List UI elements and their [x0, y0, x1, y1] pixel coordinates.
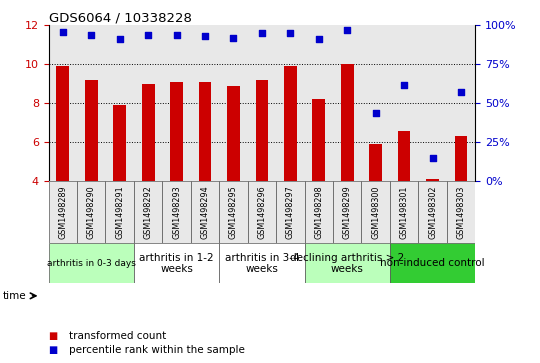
- Bar: [219, 25, 248, 181]
- Bar: [418, 25, 447, 181]
- Bar: [85, 80, 98, 181]
- Bar: [341, 64, 354, 181]
- Text: percentile rank within the sample: percentile rank within the sample: [69, 345, 245, 355]
- Bar: [390, 181, 418, 244]
- Bar: [390, 25, 418, 181]
- Text: GSM1498296: GSM1498296: [258, 185, 266, 239]
- Point: [172, 32, 181, 38]
- Bar: [49, 25, 77, 181]
- Bar: [333, 25, 361, 181]
- Bar: [163, 181, 191, 244]
- Text: GDS6064 / 10338228: GDS6064 / 10338228: [49, 11, 192, 24]
- Text: GSM1498300: GSM1498300: [371, 185, 380, 239]
- Bar: [219, 244, 305, 283]
- Bar: [305, 25, 333, 181]
- Bar: [276, 25, 305, 181]
- Text: arthritis in 0-3 days: arthritis in 0-3 days: [47, 259, 136, 268]
- Text: GSM1498292: GSM1498292: [144, 185, 153, 239]
- Point: [400, 82, 408, 87]
- Point: [343, 27, 352, 33]
- Text: GSM1498299: GSM1498299: [343, 185, 352, 239]
- Point: [58, 29, 67, 34]
- Point: [144, 32, 152, 38]
- Text: non-induced control: non-induced control: [380, 258, 485, 268]
- Point: [87, 32, 96, 38]
- Text: time: time: [3, 291, 26, 301]
- Bar: [312, 99, 325, 181]
- Bar: [49, 244, 134, 283]
- Bar: [191, 181, 219, 244]
- Text: GSM1498298: GSM1498298: [314, 185, 323, 239]
- Text: GSM1498294: GSM1498294: [200, 185, 210, 239]
- Bar: [77, 181, 105, 244]
- Bar: [227, 86, 240, 181]
- Bar: [105, 25, 134, 181]
- Bar: [369, 144, 382, 181]
- Point: [201, 33, 210, 39]
- Text: arthritis in 3-4
weeks: arthritis in 3-4 weeks: [225, 253, 299, 274]
- Text: GSM1498291: GSM1498291: [115, 185, 124, 239]
- Text: arthritis in 1-2
weeks: arthritis in 1-2 weeks: [139, 253, 214, 274]
- Bar: [284, 66, 297, 181]
- Bar: [447, 25, 475, 181]
- Text: declining arthritis > 2
weeks: declining arthritis > 2 weeks: [290, 253, 404, 274]
- Bar: [397, 131, 410, 181]
- Bar: [199, 82, 212, 181]
- Bar: [248, 25, 276, 181]
- Bar: [361, 181, 390, 244]
- Text: GSM1498303: GSM1498303: [456, 185, 465, 239]
- Bar: [426, 179, 439, 181]
- Bar: [276, 181, 305, 244]
- Point: [457, 90, 465, 95]
- Bar: [141, 84, 154, 181]
- Text: GSM1498293: GSM1498293: [172, 185, 181, 239]
- Bar: [77, 25, 105, 181]
- Bar: [333, 181, 361, 244]
- Text: GSM1498295: GSM1498295: [229, 185, 238, 239]
- Text: GSM1498297: GSM1498297: [286, 185, 295, 239]
- Bar: [56, 66, 69, 181]
- Bar: [163, 25, 191, 181]
- Bar: [105, 181, 134, 244]
- Text: ■: ■: [49, 331, 58, 341]
- Point: [286, 30, 295, 36]
- Text: transformed count: transformed count: [69, 331, 166, 341]
- Point: [116, 37, 124, 42]
- Point: [229, 35, 238, 41]
- Point: [258, 30, 266, 36]
- Point: [428, 155, 437, 161]
- Text: GSM1498289: GSM1498289: [58, 185, 68, 239]
- Bar: [191, 25, 219, 181]
- Bar: [255, 80, 268, 181]
- Bar: [134, 244, 219, 283]
- Bar: [390, 244, 475, 283]
- Bar: [455, 136, 468, 181]
- Text: GSM1498301: GSM1498301: [400, 185, 409, 239]
- Bar: [113, 105, 126, 181]
- Text: GSM1498290: GSM1498290: [87, 185, 96, 239]
- Bar: [170, 82, 183, 181]
- Bar: [447, 181, 475, 244]
- Bar: [305, 181, 333, 244]
- Bar: [418, 181, 447, 244]
- Point: [372, 110, 380, 115]
- Bar: [361, 25, 390, 181]
- Bar: [134, 25, 163, 181]
- Bar: [219, 181, 248, 244]
- Text: GSM1498302: GSM1498302: [428, 185, 437, 239]
- Point: [314, 37, 323, 42]
- Bar: [49, 181, 77, 244]
- Text: ■: ■: [49, 345, 58, 355]
- Bar: [248, 181, 276, 244]
- Bar: [305, 244, 390, 283]
- Bar: [134, 181, 163, 244]
